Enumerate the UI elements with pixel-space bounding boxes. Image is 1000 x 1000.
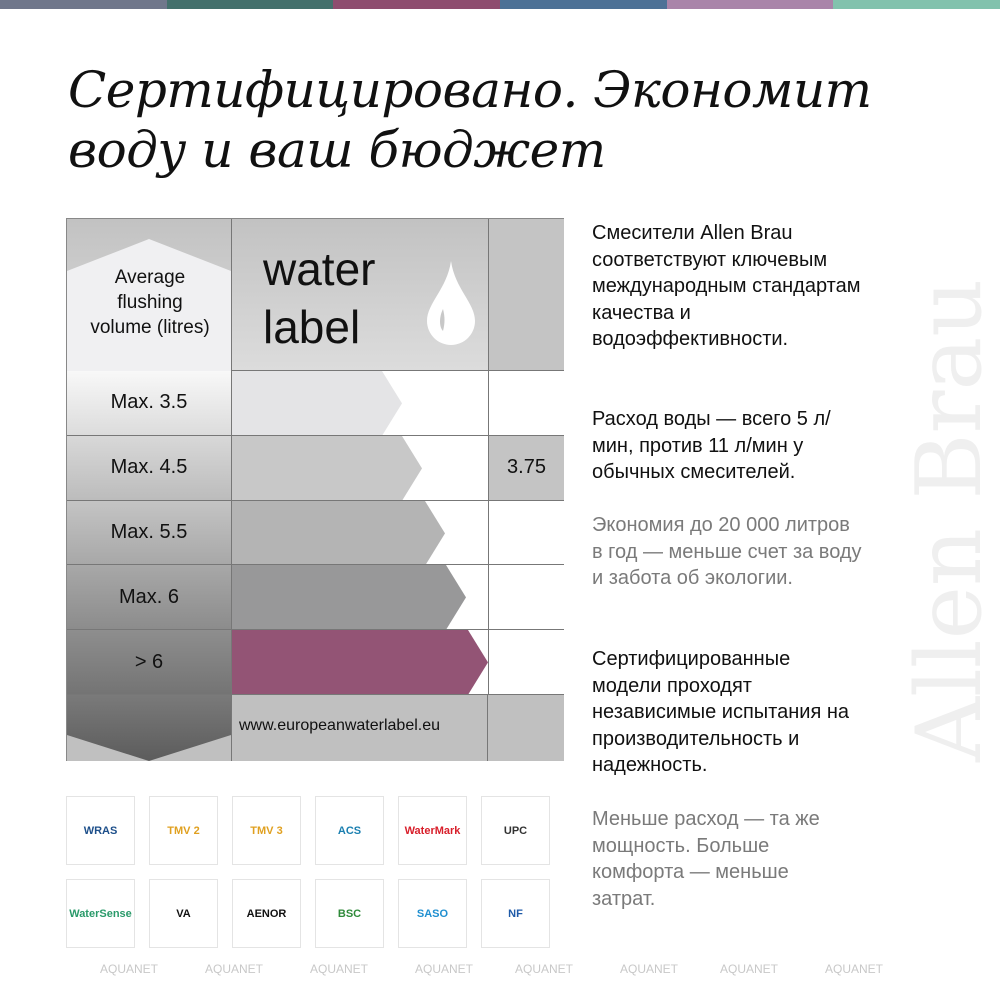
- logo-text: WaterSense: [69, 907, 132, 920]
- brand-watermark: Allen Brau: [900, 278, 1000, 762]
- row-label: Max. 3.5: [67, 371, 231, 436]
- paragraph-5: Меньше расход — та же мощность. Больше к…: [592, 808, 820, 910]
- logo-text: WRAS: [83, 824, 118, 837]
- color-stripe: [0, 0, 1000, 9]
- row-label: Max. 6: [67, 565, 231, 631]
- logo-text: AENOR: [246, 907, 287, 920]
- aquanet-watermark: AQUANET: [100, 962, 159, 976]
- label-header: Average flushing volume (litres) water l…: [67, 219, 488, 371]
- logo-text: TMV 2: [167, 824, 200, 837]
- logo-text: UPC: [503, 824, 528, 837]
- certification-logo-acs: ACS: [315, 796, 384, 865]
- label-title-2: label: [263, 301, 361, 353]
- paragraph-2: Расход воды — всего 5 л/мин, против 11 л…: [592, 408, 831, 483]
- row-value: 3.75: [488, 435, 564, 501]
- logo-text: VA: [176, 907, 191, 920]
- logo-text: SASO: [416, 907, 449, 920]
- row-value: [488, 371, 564, 436]
- aquanet-watermark: AQUANET: [415, 962, 474, 976]
- header-left-text: Average flushing volume (litres): [90, 267, 210, 338]
- stripe-segment: [0, 0, 167, 9]
- certification-logo-wras: WRAS: [66, 796, 135, 865]
- label-title-1: water: [263, 243, 376, 295]
- stripe-segment: [333, 0, 501, 9]
- row-value: [488, 500, 564, 566]
- aquanet-watermark: AQUANET: [515, 962, 574, 976]
- row-label: > 6: [67, 630, 231, 695]
- paragraph-3: Экономия до 20 000 литров в год — меньше…: [592, 514, 862, 589]
- rating-arrow: [232, 500, 445, 565]
- rating-bar-cell: [231, 435, 488, 501]
- certification-logo-tmv-2: TMV 2: [149, 796, 218, 865]
- page-title: Сертифицировано. Экономит воду и ваш бюд…: [68, 61, 872, 179]
- rating-bar-cell: [231, 500, 488, 566]
- certification-logo-watermark: WaterMark: [398, 796, 467, 865]
- aquanet-watermark: AQUANET: [310, 962, 369, 976]
- aquanet-watermark: AQUANET: [825, 962, 884, 976]
- row-label: Max. 5.5: [67, 500, 231, 566]
- certification-logo-bsc: BSC: [315, 879, 384, 948]
- rating-arrow: [232, 630, 488, 694]
- certification-logo-watersense: WaterSense: [66, 879, 135, 948]
- stripe-segment: [666, 0, 834, 9]
- stripe-segment: [833, 0, 1000, 9]
- logo-text: ACS: [337, 824, 362, 837]
- logo-text: WaterMark: [404, 824, 461, 837]
- header-pentagon: [67, 239, 231, 371]
- logo-text: TMV 3: [250, 824, 283, 837]
- paragraph-1: Смесители Allen Brau соответствуют ключе…: [592, 222, 861, 350]
- certification-logo-nf: NF: [481, 879, 550, 948]
- aquanet-watermark: AQUANET: [620, 962, 679, 976]
- rating-arrow: [232, 371, 402, 435]
- rating-arrow: [232, 435, 422, 500]
- paragraph-4: Сертифицированные модели проходят незави…: [592, 648, 850, 776]
- certification-logo-upc: UPC: [481, 796, 550, 865]
- aquanet-watermark: AQUANET: [205, 962, 264, 976]
- stripe-segment: [500, 0, 667, 9]
- rating-bar-cell: [231, 565, 488, 631]
- certification-logo-aenor: AENOR: [232, 879, 301, 948]
- row-value: [488, 630, 564, 695]
- logo-text: BSC: [337, 907, 362, 920]
- rating-arrow: [232, 565, 466, 630]
- label-url[interactable]: www.europeanwaterlabel.eu: [239, 717, 441, 734]
- rating-bar-cell: [231, 630, 488, 695]
- water-label: Average flushing volume (litres) water l…: [66, 218, 564, 761]
- footer-pentagon: [67, 695, 231, 761]
- header-right-cell: [488, 219, 564, 371]
- row-label: Max. 4.5: [67, 435, 231, 501]
- water-drop-icon: [427, 261, 475, 345]
- stripe-segment: [166, 0, 334, 9]
- label-footer: www.europeanwaterlabel.eu: [67, 695, 564, 761]
- logo-text: NF: [508, 907, 523, 920]
- row-value: [488, 565, 564, 631]
- certification-logo-tmv-3: TMV 3: [232, 796, 301, 865]
- aquanet-watermark: AQUANET: [720, 962, 779, 976]
- certification-logo-saso: SASO: [398, 879, 467, 948]
- rating-bar-cell: [231, 371, 488, 436]
- certification-logo-va: VA: [149, 879, 218, 948]
